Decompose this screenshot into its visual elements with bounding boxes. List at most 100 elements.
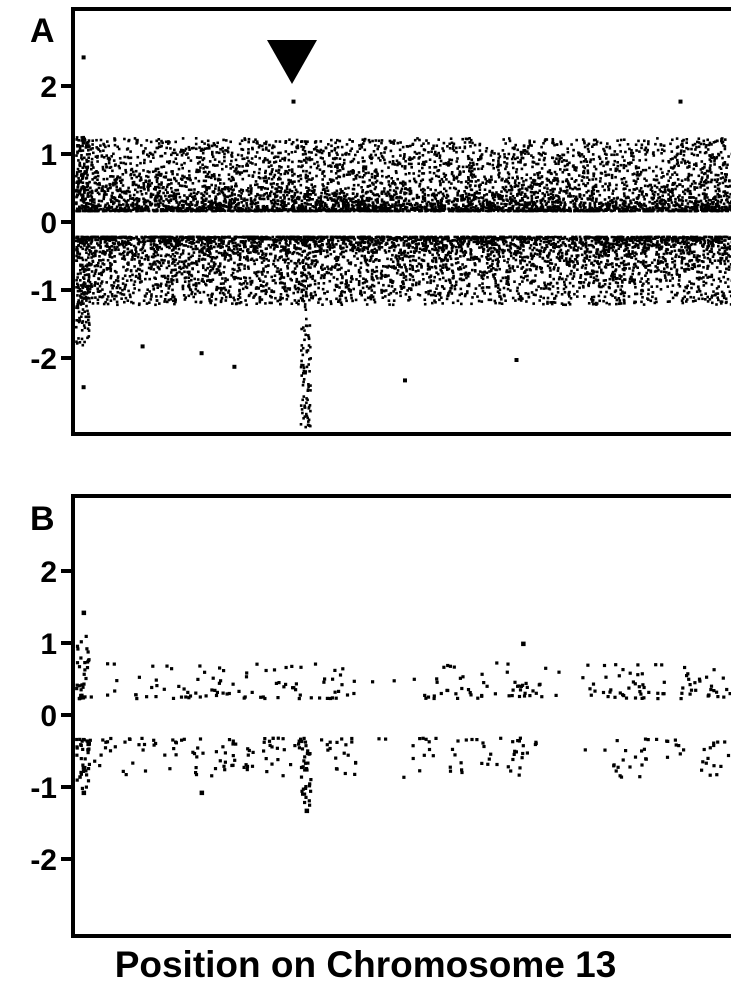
data-point	[152, 287, 155, 290]
data-point	[680, 299, 684, 302]
data-point	[421, 191, 425, 194]
data-point	[493, 277, 496, 280]
data-point	[384, 265, 388, 268]
data-point	[82, 265, 85, 269]
data-point	[723, 244, 727, 248]
data-point	[590, 191, 594, 195]
data-point	[574, 235, 578, 239]
data-point	[552, 238, 555, 241]
data-point	[519, 259, 522, 263]
data-point	[653, 200, 657, 204]
data-point	[584, 245, 588, 249]
data-point	[456, 299, 460, 303]
data-point	[566, 274, 569, 278]
data-point	[714, 195, 717, 198]
data-point	[681, 185, 684, 188]
data-point	[198, 250, 201, 254]
data-point	[420, 207, 423, 210]
data-point	[635, 149, 638, 152]
data-point	[610, 246, 613, 250]
data-point	[258, 156, 261, 160]
data-point	[455, 177, 459, 180]
data-point	[614, 296, 617, 299]
data-point	[430, 150, 433, 153]
data-point	[450, 171, 454, 174]
data-point	[666, 172, 669, 176]
data-point	[522, 180, 525, 183]
data-point	[720, 172, 723, 175]
data-point	[586, 271, 589, 274]
data-point	[442, 263, 445, 267]
data-point	[134, 246, 138, 249]
data-point	[610, 274, 613, 278]
data-point	[461, 251, 465, 254]
data-point	[240, 171, 244, 174]
data-point	[526, 274, 529, 278]
data-point	[262, 267, 265, 270]
data-point	[465, 291, 469, 295]
data-point	[438, 156, 442, 160]
data-point	[405, 145, 409, 148]
data-point	[607, 201, 610, 204]
data-point	[589, 160, 592, 164]
data-point	[660, 152, 663, 155]
data-point	[627, 262, 630, 265]
data-point	[102, 258, 105, 262]
data-point	[444, 173, 448, 177]
data-point	[516, 194, 519, 197]
data-point	[232, 201, 236, 205]
data-point	[107, 144, 110, 148]
data-point	[665, 208, 669, 212]
data-point	[493, 273, 497, 276]
data-point	[416, 205, 419, 208]
data-point	[101, 262, 104, 265]
data-point	[80, 289, 83, 293]
data-point	[182, 266, 185, 270]
data-point	[265, 146, 268, 150]
data-point	[160, 258, 164, 262]
data-point	[633, 188, 637, 191]
data-point	[155, 139, 158, 143]
data-point	[505, 244, 509, 247]
data-point	[341, 242, 345, 245]
data-point	[339, 198, 342, 202]
data-point	[103, 169, 107, 172]
data-point	[634, 265, 638, 268]
data-point	[490, 175, 493, 178]
data-point	[530, 199, 534, 203]
data-point	[597, 241, 601, 244]
data-point	[490, 264, 493, 267]
data-point	[89, 199, 92, 202]
data-point	[565, 257, 568, 260]
data-point	[297, 197, 301, 201]
data-point	[516, 249, 520, 253]
data-point	[338, 294, 342, 298]
data-point	[553, 178, 557, 182]
data-point	[580, 197, 584, 201]
data-point	[360, 254, 364, 258]
data-point	[488, 247, 492, 250]
data-point	[103, 253, 107, 256]
data-point	[543, 186, 546, 190]
data-point	[245, 189, 249, 192]
data-point	[391, 281, 394, 285]
data-point	[83, 242, 86, 245]
data-point	[238, 165, 241, 168]
data-point	[88, 297, 91, 300]
data-point	[482, 203, 485, 206]
data-point	[130, 278, 133, 282]
data-point	[511, 176, 514, 180]
data-point	[135, 164, 139, 167]
data-point	[94, 270, 97, 273]
data-point	[90, 196, 94, 199]
data-point	[714, 189, 718, 193]
data-point	[323, 273, 326, 276]
data-point	[316, 199, 319, 202]
data-point	[475, 242, 479, 245]
data-point	[461, 194, 464, 197]
data-point	[240, 154, 244, 157]
data-point	[112, 152, 115, 156]
data-point	[198, 146, 201, 149]
data-point	[313, 264, 316, 268]
data-point	[617, 257, 620, 261]
